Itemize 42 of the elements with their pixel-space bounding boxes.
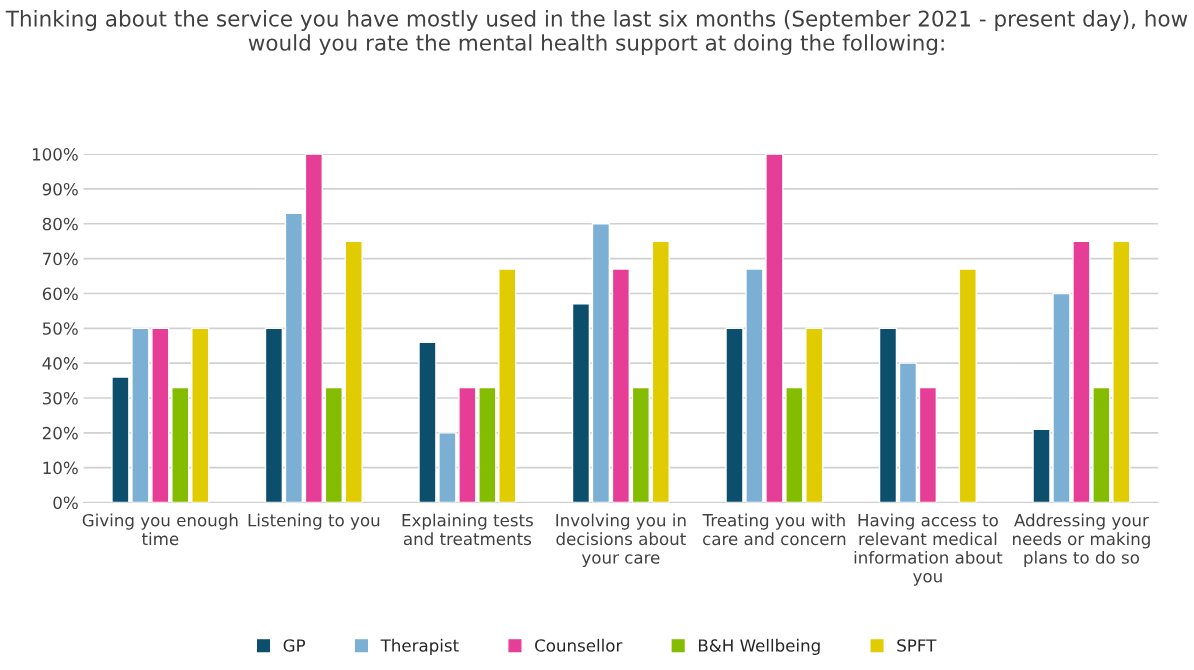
bar xyxy=(898,362,918,503)
y-tick-label: 50% xyxy=(42,322,78,335)
bar xyxy=(631,386,650,503)
bar xyxy=(878,327,898,503)
bar xyxy=(918,386,938,503)
bar xyxy=(591,223,611,503)
bar xyxy=(304,154,323,503)
y-tick-label: 90% xyxy=(42,182,78,196)
bar xyxy=(284,212,304,503)
bar xyxy=(324,386,343,503)
bar xyxy=(171,386,190,503)
legend-label: Therapist xyxy=(380,638,459,655)
bar xyxy=(264,327,284,503)
y-tick-label: 60% xyxy=(42,287,78,301)
bar xyxy=(344,240,363,503)
x-tick-label: Explaining tests and treatments xyxy=(402,513,533,546)
x-tick-label: Having access to relevant medical information about you xyxy=(854,513,1003,586)
y-tick-label: 40% xyxy=(42,357,78,370)
y-tick-label: 70% xyxy=(43,252,78,266)
bar xyxy=(191,327,210,503)
x-tick-label: Treating you with care and concern xyxy=(702,513,846,546)
y-tick-label: 20% xyxy=(42,426,78,440)
legend-label: Counsellor xyxy=(535,638,623,652)
y-tick-label: 80% xyxy=(42,217,78,231)
y-tick-label: 0% xyxy=(53,496,78,510)
y-tick-label: 100% xyxy=(32,148,78,161)
x-tick-label: Listening to you xyxy=(248,513,380,530)
legend-label: GP xyxy=(283,639,306,652)
bar xyxy=(571,303,591,503)
x-tick-label: Involving you in decisions about your care xyxy=(556,513,686,568)
bar xyxy=(651,240,670,503)
y-tick-label: 10% xyxy=(43,461,78,475)
y-tick-label: 30% xyxy=(42,391,78,405)
x-tick-label: Addressing your needs or making plans to do so xyxy=(1013,513,1150,568)
bar xyxy=(611,268,631,503)
bar xyxy=(805,327,824,503)
x-tick-label: Giving you enough time xyxy=(82,513,238,546)
chart-title: Thinking about the service you have mostly used in the last six months (September 2021 - present day), how would you rate the mental health support at doing the following: xyxy=(5,10,1188,55)
bar xyxy=(958,268,977,503)
legend-label: B&H Wellbeing xyxy=(698,638,820,655)
bar xyxy=(498,268,517,503)
legend-label: SPFT xyxy=(897,639,937,652)
